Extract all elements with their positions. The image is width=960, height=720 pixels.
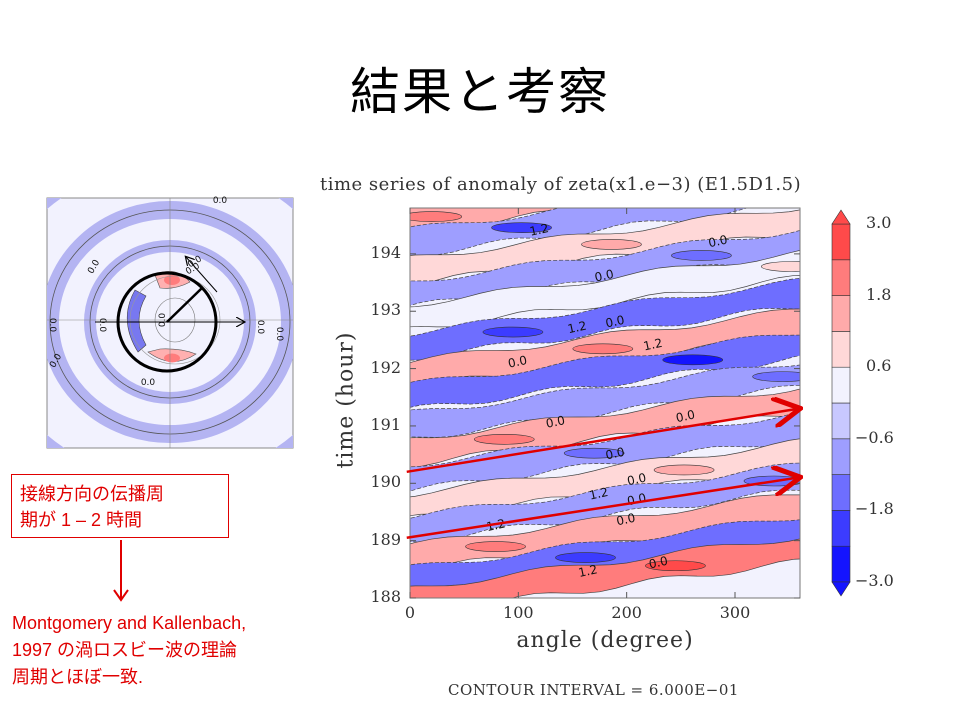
contour-label: 1.2	[577, 562, 599, 580]
contour-core	[410, 211, 462, 222]
colorbar-segment	[831, 295, 851, 332]
contour-band	[410, 364, 800, 438]
colorbar-segment	[831, 474, 851, 511]
contour-band	[410, 438, 800, 517]
colorbar-tick-label: −3.0	[855, 571, 894, 590]
inset-contour-label: 0.0	[213, 196, 228, 206]
y-tick-label: 188	[370, 587, 401, 606]
propagation-arrows	[406, 409, 798, 540]
contour-label: 0.0	[615, 511, 637, 529]
contour-band	[410, 538, 800, 598]
slide-title: 結果と考察	[350, 63, 610, 121]
contour-label: 1.2	[642, 336, 664, 354]
conclusion-line-2: 1997 の渦ロスビー波の理論	[12, 640, 238, 660]
contour-label: 0.0	[545, 413, 567, 431]
y-tick-label: 192	[370, 357, 401, 377]
colorbar-tick-label: 3.0	[866, 213, 892, 232]
contour-core	[482, 326, 544, 338]
colorbar-segment	[831, 259, 851, 296]
contour-band	[410, 334, 800, 408]
y-tick-label: 194	[370, 242, 401, 262]
contour-band	[410, 277, 800, 361]
contour-core	[465, 541, 526, 552]
colorbar-tick-label: −1.8	[855, 499, 894, 519]
y-tick-label: 189	[370, 529, 401, 549]
x-tick-label: 100	[503, 603, 534, 622]
colorbar-segment	[831, 510, 851, 547]
contour-field	[410, 208, 800, 598]
contour-label: 0.0	[604, 313, 626, 331]
colorbar-extend-min	[831, 581, 851, 597]
colorbar-tick-label: −0.6	[855, 427, 894, 447]
y-tick-label: 191	[370, 414, 401, 434]
contour-label: 0.0	[648, 554, 670, 572]
contour-label: 1.2	[588, 485, 610, 503]
conclusion-text: Montgomery and Kallenbach, 1997 の渦ロスビー波の…	[12, 610, 246, 691]
y-axis-label: time (hour)	[333, 331, 359, 469]
colorbar-segment	[831, 223, 851, 261]
callout-box: 接線方向の伝播周 期が 1 – 2 時間	[11, 474, 229, 538]
conclusion-line-3: 周期とほぼ一致.	[12, 667, 144, 687]
inset-contour-label: 0.0	[47, 318, 57, 333]
contour-band	[410, 208, 749, 257]
contour-core	[645, 560, 706, 572]
inset-contour-label: 0.0	[158, 313, 168, 328]
x-tick-label: 300	[719, 603, 751, 622]
contour-label: 0.0	[707, 233, 729, 251]
chart-title: time series of anomaly of zeta(x1.e−3) (…	[320, 174, 802, 195]
contour-label: 1.2	[528, 221, 550, 239]
propagation-arrow-icon	[406, 478, 798, 540]
colorbar-tick-label: 1.8	[866, 284, 892, 304]
inset-contours	[47, 198, 293, 448]
contour-label: 0.0	[593, 267, 615, 285]
inset-contour-label: 0.0	[255, 320, 265, 335]
contour-label: 0.0	[507, 353, 529, 371]
y-tick-label: 193	[370, 300, 401, 320]
propagation-arrow-icon	[406, 409, 798, 474]
callout-line-1: 接線方向の伝播周	[20, 484, 164, 504]
colorbar-extend-max	[831, 209, 851, 225]
callout-line-2: 期が 1 – 2 時間	[20, 510, 143, 530]
colorbar-segment	[831, 545, 851, 583]
colorbar-segment	[831, 402, 851, 440]
contour-core	[572, 343, 634, 355]
contour-core	[473, 433, 535, 445]
contour-core	[662, 354, 724, 366]
colorbar-segment	[831, 366, 851, 404]
colorbar-segment	[831, 438, 851, 475]
contour-interval-note: CONTOUR INTERVAL = 6.000E−01	[448, 681, 739, 699]
contour-label: 1.2	[566, 319, 588, 337]
contour-core	[563, 447, 625, 459]
contour-core	[555, 552, 616, 563]
axis-ticks	[409, 208, 800, 599]
radius-line	[166, 287, 203, 323]
inset-contour-label: 0.0	[97, 318, 107, 333]
contour-core	[671, 250, 732, 261]
contour-core	[761, 261, 800, 272]
contour-label: 0.0	[675, 407, 697, 425]
contour-band	[410, 250, 800, 328]
contour-core	[653, 464, 715, 476]
y-tick-label: 190	[370, 472, 401, 492]
conclusion-line-1: Montgomery and Kallenbach,	[12, 613, 247, 633]
contour-core	[752, 371, 800, 382]
x-tick-label: 0	[404, 603, 416, 622]
colorbar-tick-label: 0.6	[866, 356, 892, 376]
contour-label: 0.0	[626, 471, 648, 489]
x-axis-label: angle (degree)	[516, 628, 694, 653]
radius-arrow-icon	[186, 257, 218, 293]
inset-contour-label: 0.0	[274, 327, 284, 342]
contour-label: 0.0	[604, 445, 626, 463]
contour-core	[491, 222, 552, 233]
colorbar-segment	[831, 331, 851, 368]
contour-labels: 1.20.00.01.20.01.20.00.00.00.00.01.20.01…	[485, 221, 729, 580]
x-tick-label: 200	[611, 603, 642, 622]
inset-contour-label: 0.0	[141, 378, 156, 388]
contour-core	[581, 239, 642, 250]
colorbar	[831, 209, 851, 597]
